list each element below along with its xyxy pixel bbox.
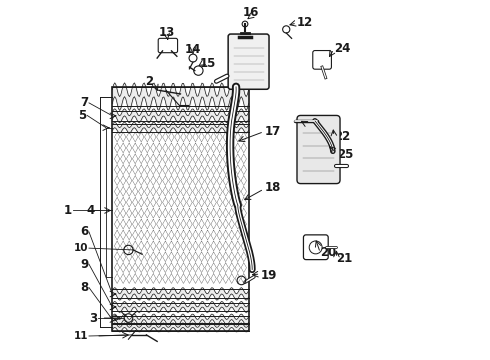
Text: 5: 5 <box>78 109 87 122</box>
Text: 6: 6 <box>80 225 88 238</box>
Text: 7: 7 <box>80 96 88 109</box>
Text: 1: 1 <box>64 204 72 217</box>
Bar <box>112 87 248 330</box>
Text: 18: 18 <box>265 181 281 194</box>
Text: 20: 20 <box>320 246 337 259</box>
Text: 3: 3 <box>89 311 97 325</box>
Text: 13: 13 <box>159 27 175 40</box>
Text: 22: 22 <box>334 130 350 144</box>
Text: 21: 21 <box>337 252 353 265</box>
Text: 14: 14 <box>185 42 201 55</box>
FancyBboxPatch shape <box>297 116 340 184</box>
Text: 16: 16 <box>243 6 259 19</box>
Text: 4: 4 <box>86 204 95 217</box>
Text: 10: 10 <box>74 243 88 253</box>
Text: 12: 12 <box>297 16 313 29</box>
Text: 11: 11 <box>74 331 88 341</box>
Text: 19: 19 <box>261 269 277 282</box>
Text: 17: 17 <box>265 125 281 138</box>
Text: 25: 25 <box>338 148 354 161</box>
Text: 23: 23 <box>305 117 321 130</box>
Text: 15: 15 <box>200 57 217 69</box>
FancyBboxPatch shape <box>228 34 269 89</box>
Text: 8: 8 <box>80 281 88 294</box>
Text: 9: 9 <box>80 258 88 271</box>
Text: 24: 24 <box>334 41 350 54</box>
Text: 2: 2 <box>146 75 153 88</box>
